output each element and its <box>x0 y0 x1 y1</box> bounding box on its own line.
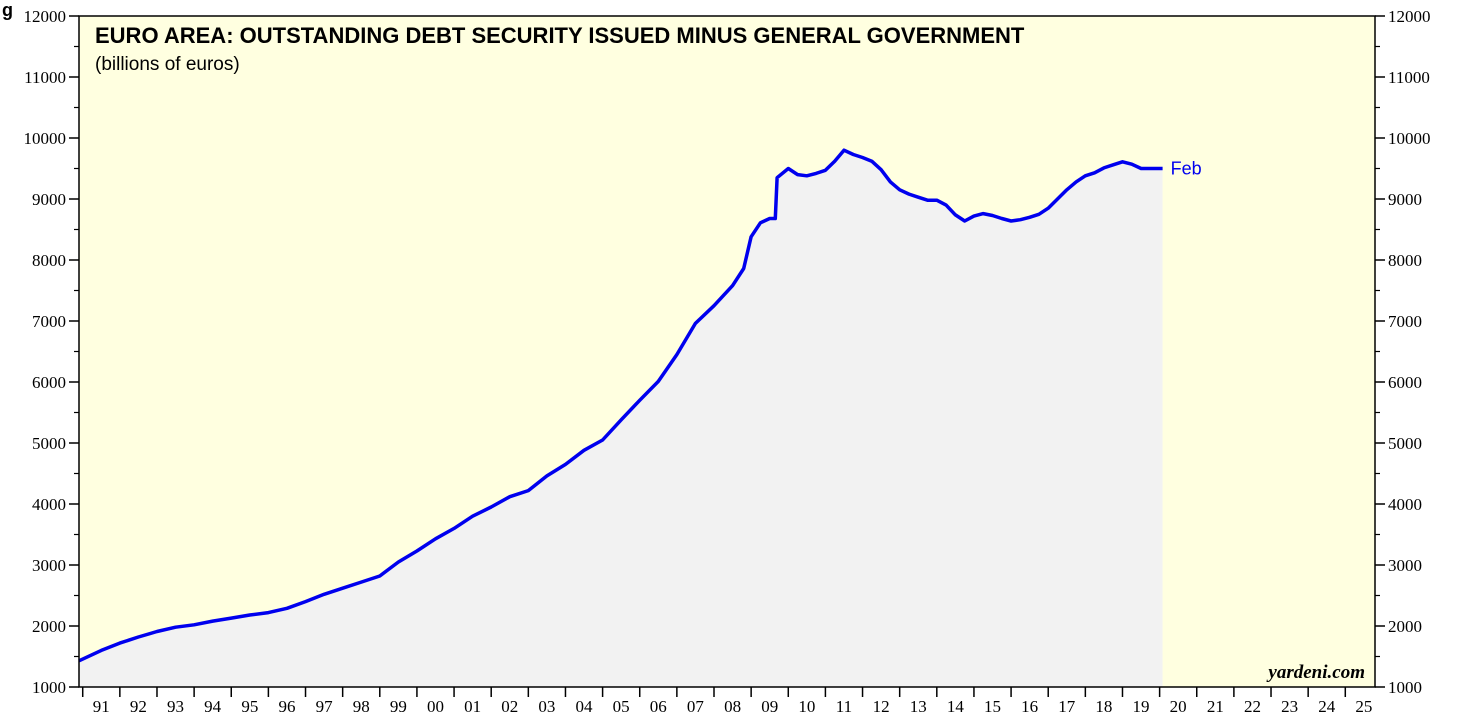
x-tick-label: 06 <box>650 697 667 716</box>
y-tick-label-right: 8000 <box>1388 251 1422 270</box>
y-tick-label-right: 12000 <box>1388 7 1431 26</box>
x-tick-label: 14 <box>947 697 965 716</box>
x-tick-label: 92 <box>130 697 147 716</box>
y-tick-label-right: 11000 <box>1388 68 1430 87</box>
y-tick-label-right: 2000 <box>1388 617 1422 636</box>
x-tick-label: 02 <box>501 697 518 716</box>
y-tick-label-left: 1000 <box>32 678 66 697</box>
y-tick-label-left: 11000 <box>24 68 66 87</box>
x-tick-label: 04 <box>576 697 594 716</box>
x-tick-label: 18 <box>1095 697 1112 716</box>
x-tick-label: 05 <box>613 697 630 716</box>
y-tick-label-right: 4000 <box>1388 495 1422 514</box>
x-tick-label: 21 <box>1207 697 1224 716</box>
x-tick-label: 03 <box>538 697 555 716</box>
y-tick-label-right: 7000 <box>1388 312 1422 331</box>
area-fill <box>79 150 1163 687</box>
y-tick-label-right: 9000 <box>1388 190 1422 209</box>
x-tick-label: 19 <box>1133 697 1150 716</box>
y-tick-label-left: 7000 <box>32 312 66 331</box>
y-tick-label-right: 3000 <box>1388 556 1422 575</box>
y-tick-label-left: 9000 <box>32 190 66 209</box>
x-tick-label: 17 <box>1058 697 1076 716</box>
x-tick-label: 25 <box>1355 697 1372 716</box>
x-tick-label: 07 <box>687 697 705 716</box>
y-tick-label-left: 2000 <box>32 617 66 636</box>
x-tick-label: 16 <box>1021 697 1038 716</box>
x-tick-label: 08 <box>724 697 741 716</box>
x-tick-label: 94 <box>204 697 222 716</box>
chart-title: EURO AREA: OUTSTANDING DEBT SECURITY ISS… <box>95 23 1025 48</box>
y-tick-label-right: 6000 <box>1388 373 1422 392</box>
x-tick-label: 00 <box>427 697 444 716</box>
y-tick-label-right: 1000 <box>1388 678 1422 697</box>
x-tick-label: 01 <box>464 697 481 716</box>
y-tick-label-left: 4000 <box>32 495 66 514</box>
y-tick-label-left: 3000 <box>32 556 66 575</box>
x-tick-label: 23 <box>1281 697 1298 716</box>
x-tick-label: 13 <box>910 697 927 716</box>
y-tick-label-left: 10000 <box>24 129 67 148</box>
y-axis-left: 1000 2000 3000 4000 5000 6000 7000 8000 9000 1000… <box>24 7 79 697</box>
chart-subtitle: (billions of euros) <box>95 54 240 75</box>
x-tick-label: 96 <box>278 697 295 716</box>
x-tick-label: 20 <box>1170 697 1187 716</box>
x-tick-label: 22 <box>1244 697 1261 716</box>
x-tick-label: 93 <box>167 697 184 716</box>
x-tick-label: 95 <box>241 697 258 716</box>
end-label: Feb <box>1171 159 1202 179</box>
y-tick-label-right: 5000 <box>1388 434 1422 453</box>
x-tick-label: 09 <box>761 697 778 716</box>
x-tick-label: 99 <box>390 697 407 716</box>
series-line <box>78 148 1163 663</box>
x-tick-label: 10 <box>798 697 815 716</box>
source-label: yardeni.com <box>1266 662 1365 683</box>
corner-text: g <box>2 0 13 20</box>
x-tick-label: 91 <box>93 697 110 716</box>
y-tick-label-right: 10000 <box>1388 129 1431 148</box>
x-axis: 91 92 93 94 95 96 97 98 99 00 01 02 03 04 05 06 07 08 09 10… <box>81 687 1372 716</box>
y-tick-label-left: 8000 <box>32 251 66 270</box>
y-tick-label-left: 5000 <box>32 434 66 453</box>
x-tick-label: 24 <box>1318 697 1336 716</box>
x-tick-label: 97 <box>316 697 334 716</box>
x-tick-label: 11 <box>836 697 852 716</box>
y-axis-right: 1000 2000 3000 4000 5000 6000 7000 8000 9000 1000… <box>1375 7 1431 697</box>
y-tick-label-left: 6000 <box>32 373 66 392</box>
x-tick-label: 12 <box>873 697 890 716</box>
x-tick-label: 15 <box>984 697 1001 716</box>
y-tick-label-left: 12000 <box>24 7 67 26</box>
x-tick-label: 98 <box>353 697 370 716</box>
